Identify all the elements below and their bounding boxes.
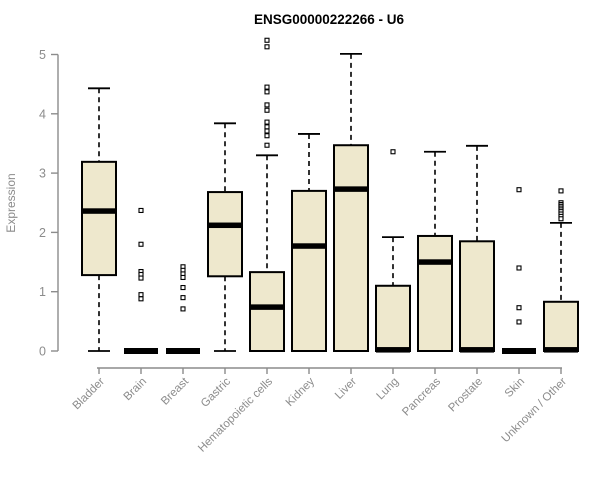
box-brain xyxy=(124,207,158,354)
box-bladder xyxy=(81,87,117,352)
category-label-breast: Breast xyxy=(159,375,192,408)
category-label-pancreas: Pancreas xyxy=(400,375,443,418)
category-label-lung: Lung xyxy=(375,376,402,403)
outlier-point xyxy=(138,275,144,281)
median-bar xyxy=(334,186,368,192)
category-label-brain: Brain xyxy=(122,376,149,403)
y-tick-label: 3 xyxy=(39,167,46,181)
y-tick-label: 0 xyxy=(39,345,46,359)
median-bar xyxy=(250,304,284,310)
outlier-point xyxy=(264,84,270,90)
median-bar xyxy=(292,243,326,249)
iqr-box xyxy=(291,189,327,352)
category-label-prostate: Prostate xyxy=(446,376,485,415)
outlier-point xyxy=(390,149,396,155)
category-label-gastric: Gastric xyxy=(199,375,233,409)
iqr-box xyxy=(417,234,453,352)
outlier-point xyxy=(264,102,270,108)
outlier-point xyxy=(180,306,186,312)
category-label-skin: Skin xyxy=(503,376,527,400)
outlier-point xyxy=(264,89,270,95)
outlier-point xyxy=(180,274,186,281)
outlier-point xyxy=(264,107,270,113)
outlier-point xyxy=(180,295,186,301)
outlier-point xyxy=(138,241,144,247)
outlier-point xyxy=(264,119,270,125)
boxes-layer xyxy=(81,37,579,354)
axes: 0 1 2 3 4 5 xyxy=(39,48,562,374)
iqr-box xyxy=(333,144,369,352)
box-skin xyxy=(502,187,536,354)
box-liver xyxy=(333,53,369,352)
box-pancreas xyxy=(417,150,453,352)
outlier-point xyxy=(138,296,144,302)
median-bar xyxy=(124,348,158,354)
y-axis-title: Expression xyxy=(4,173,18,232)
median-bar xyxy=(460,347,494,353)
outlier-point xyxy=(264,44,270,50)
iqr-box xyxy=(249,271,285,353)
iqr-box xyxy=(543,300,579,353)
box-prostate xyxy=(459,144,495,353)
chart-title: ENSG00000222266 - U6 xyxy=(254,12,405,27)
y-tick-label: 2 xyxy=(39,226,46,240)
outlier-point xyxy=(264,124,270,130)
category-label-liver: Liver xyxy=(333,376,359,402)
y-tick-label: 5 xyxy=(39,48,46,62)
box-gastric xyxy=(207,122,243,352)
iqr-box xyxy=(207,191,243,278)
outlier-point xyxy=(264,133,270,139)
outlier-point xyxy=(138,207,144,214)
iqr-box xyxy=(459,240,495,352)
outlier-point xyxy=(138,292,144,298)
category-label-kidney: Kidney xyxy=(284,375,318,409)
box-unknown-other xyxy=(543,188,579,353)
median-bar xyxy=(208,222,242,229)
box-lung xyxy=(375,149,411,353)
y-tick-label: 1 xyxy=(39,285,46,299)
outlier-point xyxy=(516,305,522,311)
outlier-point xyxy=(516,187,522,193)
outlier-point xyxy=(516,319,522,325)
category-label-hematopoietic-cells: Hematopoietic cells xyxy=(196,375,275,454)
outlier-point xyxy=(264,142,270,148)
iqr-box xyxy=(375,284,411,352)
y-tick-label: 4 xyxy=(39,107,46,121)
median-bar xyxy=(418,259,452,265)
outlier-point xyxy=(516,265,522,271)
category-label-bladder: Bladder xyxy=(71,376,108,413)
median-bar xyxy=(544,347,578,353)
median-bar xyxy=(502,348,536,354)
median-bar xyxy=(82,208,116,214)
outlier-point xyxy=(264,128,270,134)
outlier-point xyxy=(180,284,186,291)
box-breast xyxy=(166,264,200,354)
box-kidney xyxy=(291,133,327,352)
outlier-point xyxy=(558,216,564,222)
median-bar xyxy=(376,347,410,353)
median-bar xyxy=(166,348,200,354)
outlier-point xyxy=(558,188,564,194)
box-hematopoietic-cells xyxy=(249,37,285,353)
outlier-point xyxy=(264,37,270,43)
iqr-box xyxy=(81,160,117,277)
